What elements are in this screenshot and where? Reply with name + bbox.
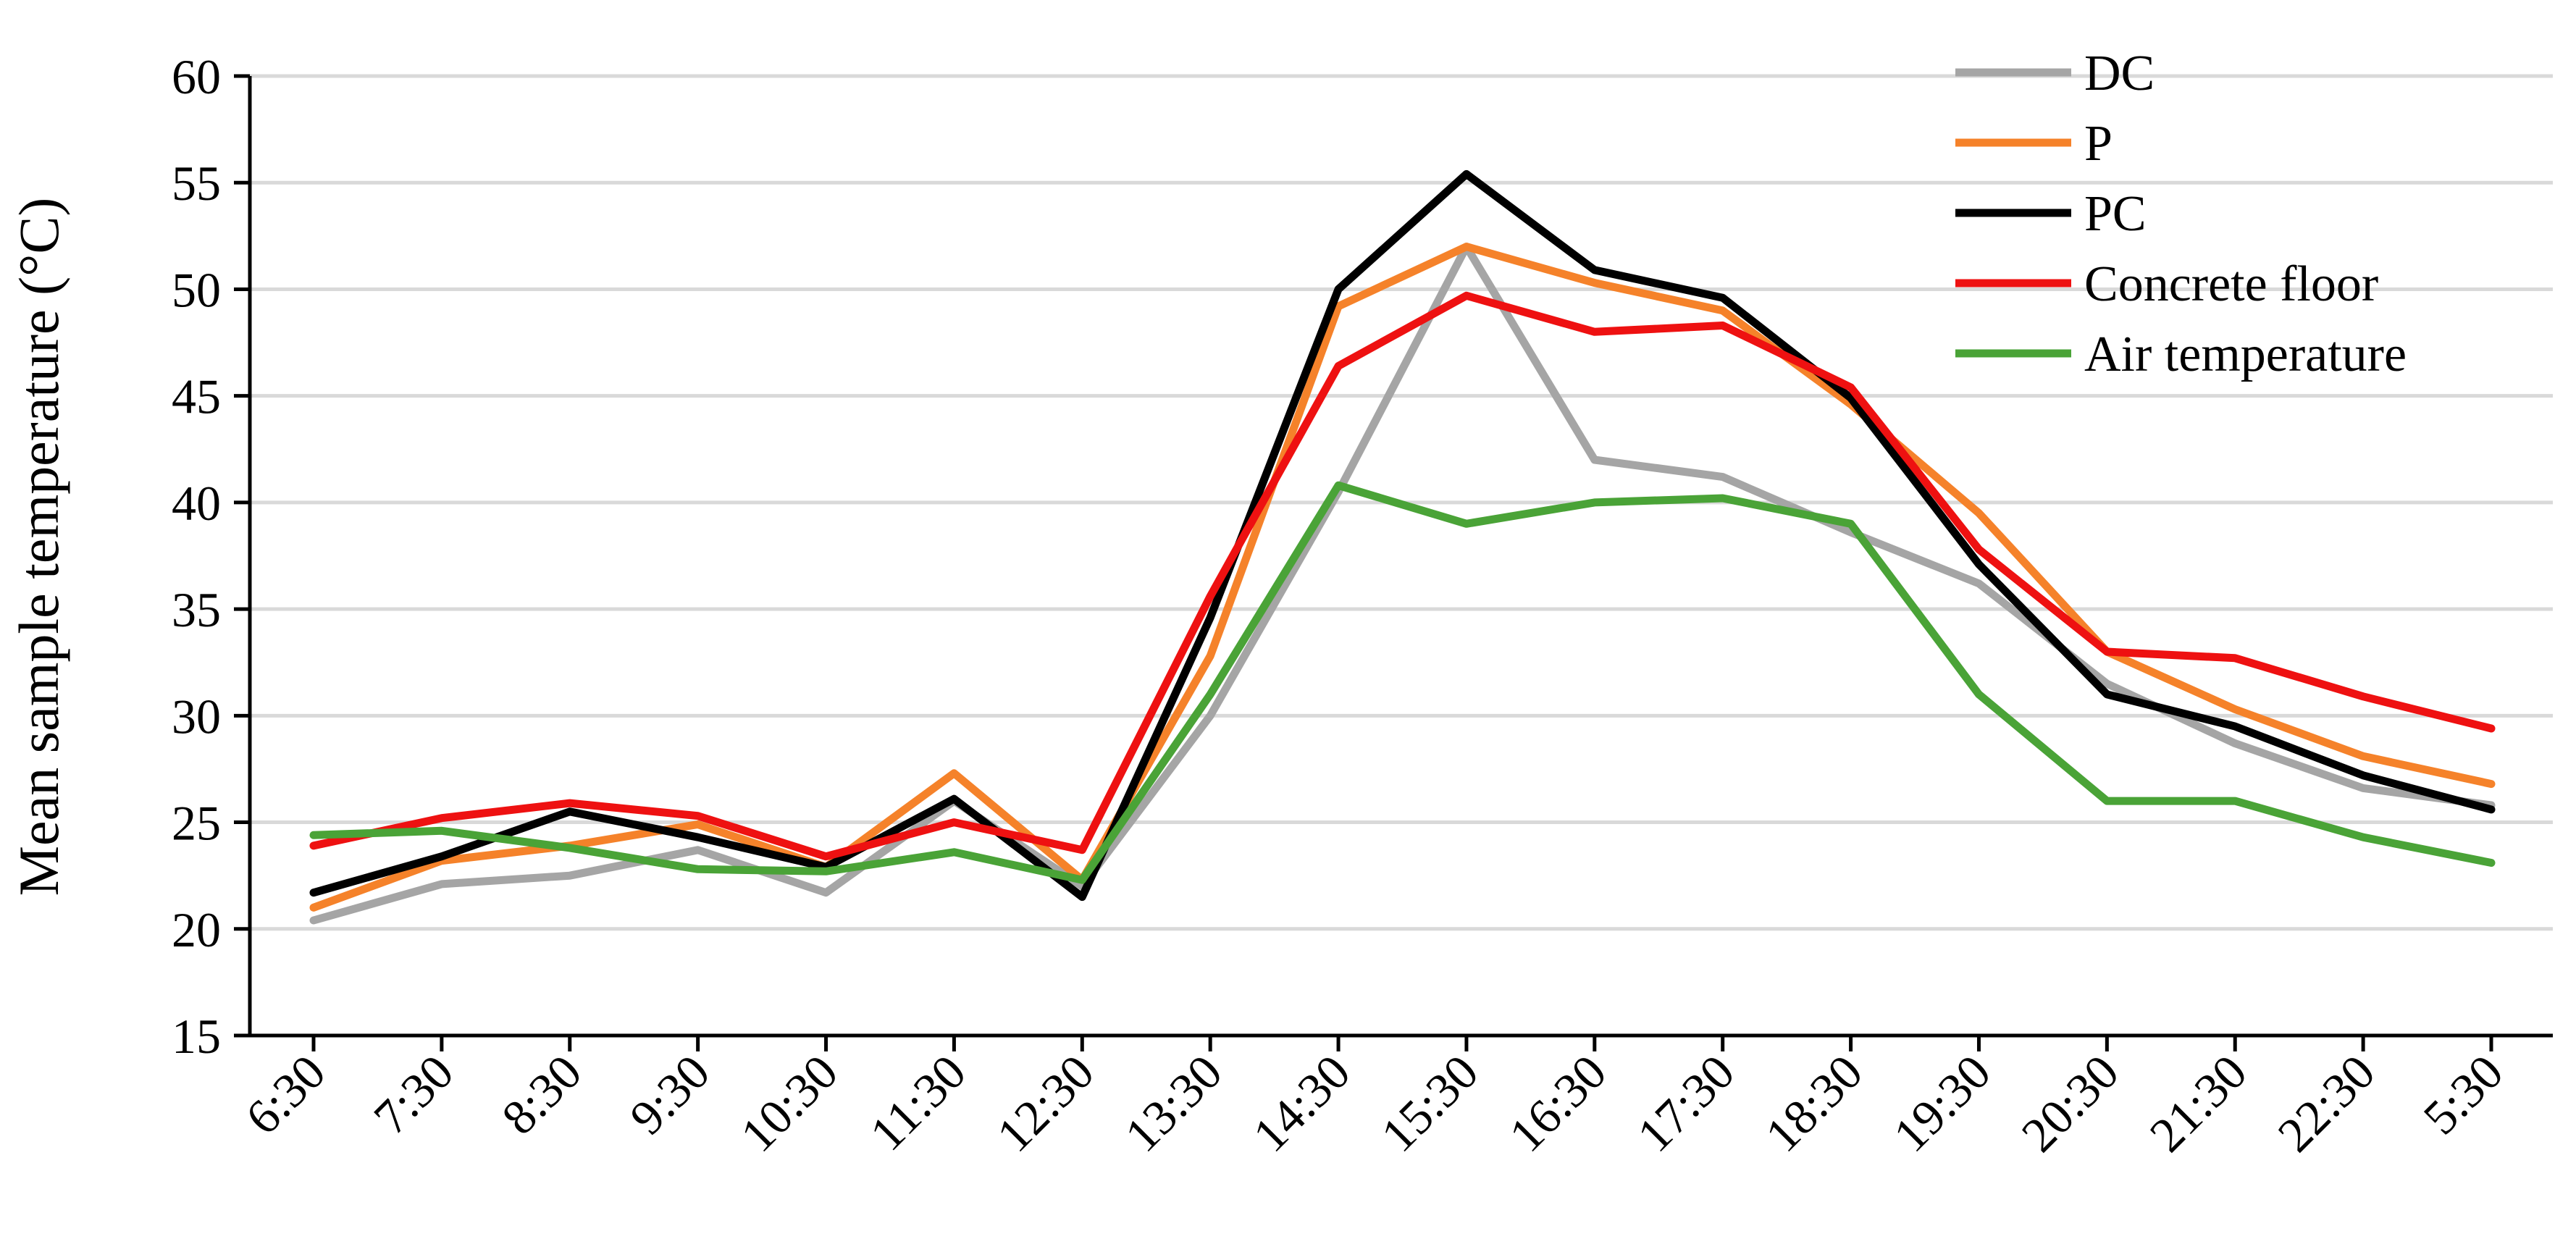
x-tick-label: 20:30 [2011, 1044, 2129, 1162]
x-tick-label: 9:30 [619, 1044, 720, 1145]
series-line-pc [309, 169, 2496, 902]
x-tick-label: 11:30 [860, 1044, 976, 1161]
y-tick-label: 15 [172, 1009, 221, 1064]
y-tick-label: 25 [172, 796, 221, 851]
x-tick-label: 7:30 [363, 1044, 463, 1145]
y-axis-label: Mean sample temperature (°C) [7, 198, 70, 896]
legend-label-pc: PC [2084, 186, 2147, 242]
x-tick-label: 5:30 [2412, 1044, 2513, 1145]
legend-label-concrete-floor: Concrete floor [2084, 256, 2378, 312]
series-lines [309, 169, 2496, 925]
legend-label-dc: DC [2084, 46, 2155, 101]
legend-label-p: P [2084, 116, 2113, 172]
x-tick-label: 10:30 [730, 1044, 848, 1162]
legend: DC P PC Concrete floor Air temperature [1955, 46, 2407, 382]
y-tick-label: 60 [172, 49, 221, 104]
x-tick-label: 8:30 [491, 1044, 592, 1145]
x-tick-label: 22:30 [2267, 1044, 2385, 1162]
x-tick-label: 15:30 [1370, 1044, 1488, 1162]
x-tick-label: 21:30 [2139, 1044, 2257, 1162]
x-tick-label: 6:30 [235, 1044, 335, 1145]
x-axis-ticks: 6:30 7:30 8:30 9:30 10:30 11:30 12:30 13:30 14:3… [235, 1036, 2514, 1162]
series-line-p [309, 243, 2496, 912]
x-tick-label: 19:30 [1883, 1044, 2001, 1162]
x-tick-label: 16:30 [1498, 1044, 1616, 1162]
x-tick-label: 12:30 [986, 1044, 1104, 1162]
x-tick-label: 14:30 [1242, 1044, 1360, 1162]
y-tick-label: 55 [172, 156, 221, 211]
x-tick-label: 18:30 [1755, 1044, 1873, 1162]
y-tick-label: 35 [172, 582, 221, 637]
series-line-concrete-floor [309, 291, 2496, 861]
y-tick-label: 40 [172, 476, 221, 531]
y-tick-label: 45 [172, 369, 221, 424]
y-axis-ticks: 15 20 25 30 35 40 45 50 55 60 [172, 49, 250, 1064]
y-tick-label: 50 [172, 262, 221, 317]
y-tick-label: 30 [172, 689, 221, 744]
series-line-air-temperature [309, 481, 2496, 884]
axes [248, 76, 2553, 1038]
legend-label-air-temperature: Air temperature [2084, 327, 2407, 382]
y-tick-label: 20 [172, 902, 221, 957]
series-line-dc [309, 243, 2496, 925]
x-tick-label: 17:30 [1627, 1044, 1745, 1162]
x-tick-label: 13:30 [1115, 1044, 1233, 1162]
